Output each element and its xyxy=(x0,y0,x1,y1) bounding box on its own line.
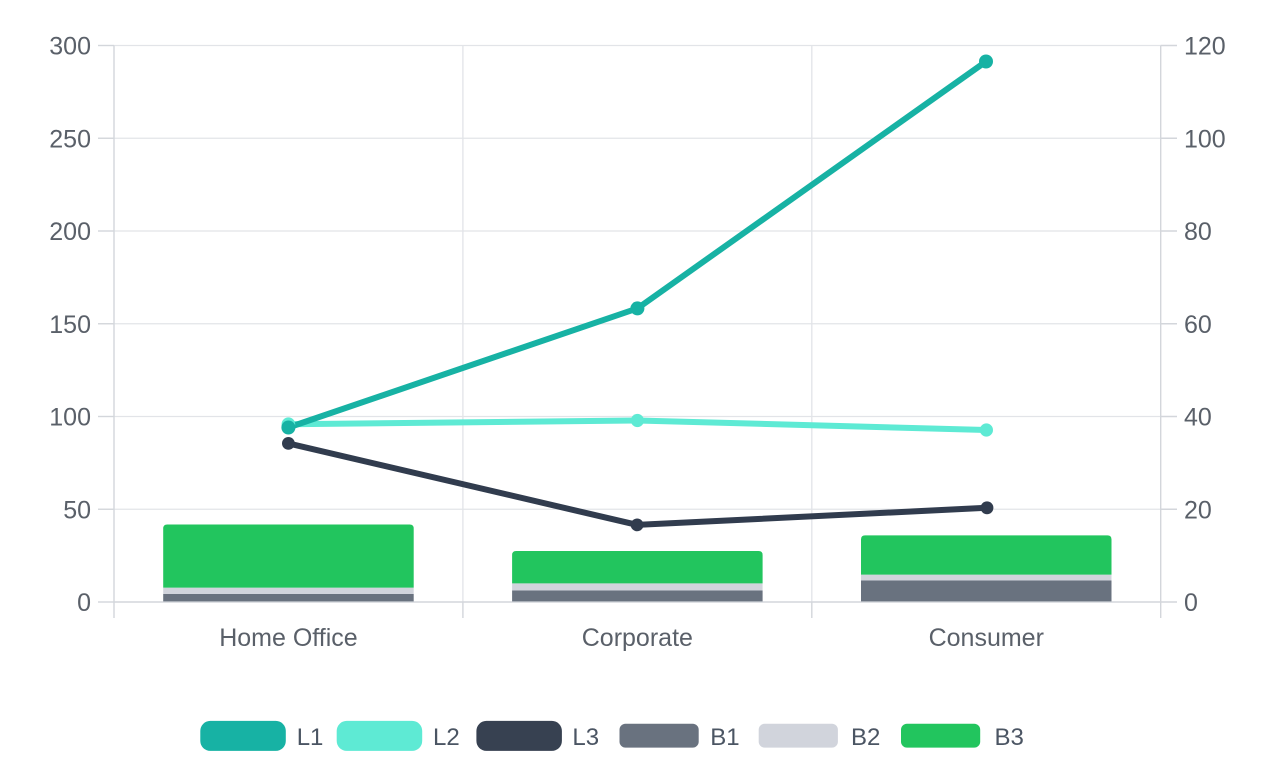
svg-text:60: 60 xyxy=(1184,311,1212,339)
svg-text:100: 100 xyxy=(49,404,91,432)
svg-text:B3: B3 xyxy=(995,724,1024,751)
svg-text:L3: L3 xyxy=(572,724,599,751)
svg-text:120: 120 xyxy=(1184,33,1226,61)
svg-text:B2: B2 xyxy=(851,724,880,751)
svg-text:200: 200 xyxy=(49,218,91,246)
svg-text:20: 20 xyxy=(1184,496,1212,524)
svg-text:40: 40 xyxy=(1184,404,1212,432)
svg-text:250: 250 xyxy=(49,125,91,153)
svg-text:150: 150 xyxy=(49,311,91,339)
svg-text:0: 0 xyxy=(77,589,91,617)
svg-text:L1: L1 xyxy=(297,724,324,751)
svg-text:B1: B1 xyxy=(710,724,739,751)
svg-text:Corporate: Corporate xyxy=(582,624,693,652)
svg-text:300: 300 xyxy=(49,33,91,61)
svg-text:50: 50 xyxy=(63,496,91,524)
svg-text:Consumer: Consumer xyxy=(929,624,1044,652)
svg-text:Home Office: Home Office xyxy=(219,624,357,652)
svg-text:80: 80 xyxy=(1184,218,1212,246)
svg-text:0: 0 xyxy=(1184,589,1198,617)
svg-text:100: 100 xyxy=(1184,125,1226,153)
svg-text:L2: L2 xyxy=(433,724,460,751)
